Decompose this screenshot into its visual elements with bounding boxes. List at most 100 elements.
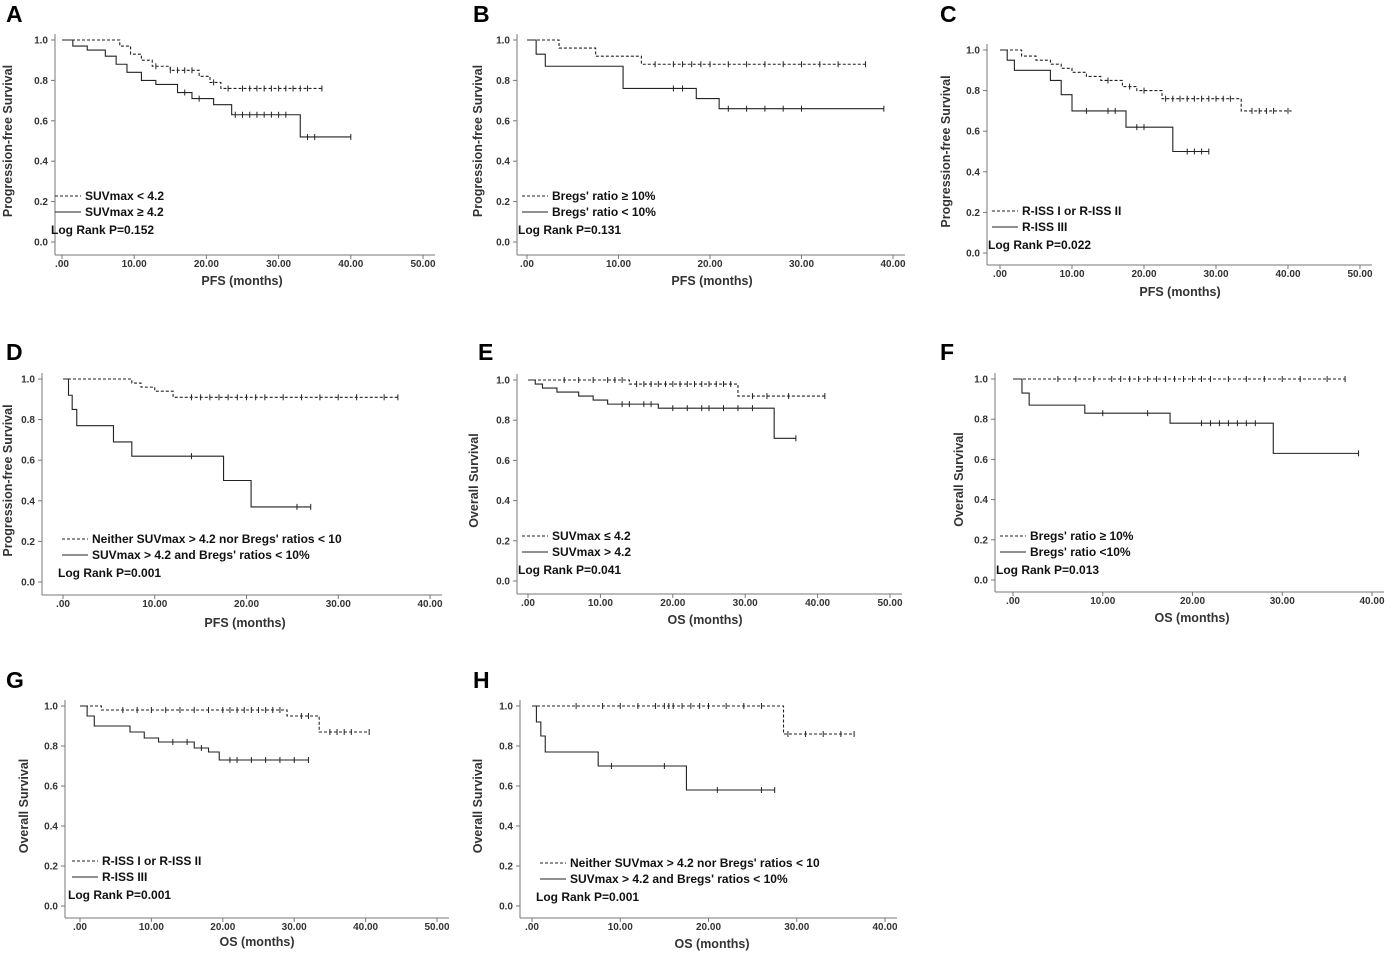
x-tick-label: 10.00 xyxy=(1059,269,1084,280)
panel-letter: E xyxy=(478,339,493,365)
y-tick-label: 0.4 xyxy=(496,496,510,507)
y-tick-label: 0.2 xyxy=(21,537,35,548)
x-axis-label: PFS (months) xyxy=(1139,285,1220,299)
y-tick-label: 0.6 xyxy=(21,456,35,467)
panel-B: B 0.0 0.2 0.4 0.6 0.8 1.0 .00 10.00 20.00 30.00 40.… xyxy=(471,1,906,288)
y-tick-label: 0.8 xyxy=(44,742,58,753)
legend-label: SUVmax > 4.2 and Bregs' ratios < 10% xyxy=(570,872,788,886)
y-tick-label: 1.0 xyxy=(44,702,58,713)
y-tick-label: 0.0 xyxy=(496,238,510,249)
panel-F: F 0.0 0.2 0.4 0.6 0.8 1.0 .00 10.00 20.00 30.00 40.… xyxy=(940,339,1385,625)
y-axis-label: Overall Survival xyxy=(952,432,966,527)
survival-curve-1 xyxy=(62,39,322,90)
x-tick-label: 10.00 xyxy=(588,598,613,609)
survival-curve-2 xyxy=(528,379,796,439)
panel-A: A 0.0 0.2 0.4 0.6 0.8 1.0 .00 10.00 20.00 30.00 40.… xyxy=(1,1,436,288)
panel-letter: C xyxy=(940,1,957,27)
y-tick-label: 0.0 xyxy=(974,576,988,587)
panel-letter: H xyxy=(473,667,490,693)
x-tick-label: 10.00 xyxy=(142,599,167,610)
survival-curve-1 xyxy=(63,378,398,398)
x-tick-label: 20.00 xyxy=(210,922,235,933)
y-axis-label: Progression-free Survival xyxy=(1,404,15,556)
survival-curve-2 xyxy=(532,705,775,791)
y-axis-label: Overall Survival xyxy=(17,759,31,854)
x-tick-label: 40.00 xyxy=(353,922,378,933)
legend-label: R-ISS III xyxy=(102,870,147,884)
legend-label: R-ISS I or R-ISS II xyxy=(1022,204,1121,218)
y-tick-label: 0.2 xyxy=(34,197,48,208)
y-tick-label: 0.6 xyxy=(44,782,58,793)
y-tick-label: 0.8 xyxy=(966,86,980,97)
x-tick-label: 20.00 xyxy=(1180,596,1205,607)
y-axis-label: Progression-free Survival xyxy=(471,65,485,217)
x-tick-label: 30.00 xyxy=(733,598,758,609)
y-tick-label: 1.0 xyxy=(21,375,35,386)
x-tick-label: 40.00 xyxy=(872,922,897,933)
y-tick-label: 0.8 xyxy=(34,76,48,87)
x-tick-label: 10.00 xyxy=(606,259,631,270)
survival-curve-1 xyxy=(80,705,370,733)
x-tick-label: 30.00 xyxy=(789,259,814,270)
y-tick-label: 0.6 xyxy=(496,456,510,467)
x-tick-label: 40.00 xyxy=(880,259,905,270)
x-tick-label: 10.00 xyxy=(122,259,147,270)
y-tick-label: 0.6 xyxy=(966,127,980,138)
y-tick-label: 0.4 xyxy=(21,496,35,507)
x-tick-label: 30.00 xyxy=(1270,596,1295,607)
legend-label: Bregs' ratio ≥ 10% xyxy=(552,189,656,203)
x-tick-label: .00 xyxy=(1006,596,1020,607)
x-tick-label: 50.00 xyxy=(410,259,435,270)
y-tick-label: 0.4 xyxy=(499,822,513,833)
x-tick-label: 20.00 xyxy=(194,259,219,270)
survival-curve-2 xyxy=(527,39,884,110)
survival-curve-1 xyxy=(528,379,825,397)
y-axis-label: Progression-free Survival xyxy=(1,65,15,217)
y-tick-label: 0.0 xyxy=(34,238,48,249)
legend-label: SUVmax < 4.2 xyxy=(85,189,164,203)
x-tick-label: 40.00 xyxy=(338,259,363,270)
y-tick-label: 0.4 xyxy=(974,495,988,506)
logrank-label: Log Rank P=0.041 xyxy=(518,563,621,577)
x-tick-label: 30.00 xyxy=(282,922,307,933)
survival-curve-1 xyxy=(527,39,866,65)
legend-label: SUVmax > 4.2 and Bregs' ratios < 10% xyxy=(92,548,310,562)
x-tick-label: 20.00 xyxy=(696,922,721,933)
y-tick-label: 0.2 xyxy=(496,197,510,208)
logrank-label: Log Rank P=0.131 xyxy=(518,223,621,237)
x-tick-label: .00 xyxy=(993,269,1007,280)
y-tick-label: 0.2 xyxy=(974,535,988,546)
survival-curve-1 xyxy=(1000,49,1292,112)
x-tick-label: 20.00 xyxy=(660,598,685,609)
logrank-label: Log Rank P=0.001 xyxy=(58,566,161,580)
x-axis-label: PFS (months) xyxy=(204,616,285,630)
survival-curve-2 xyxy=(80,705,309,761)
x-tick-label: 30.00 xyxy=(1203,269,1228,280)
x-tick-label: 50.00 xyxy=(424,922,449,933)
x-tick-label: 40.00 xyxy=(417,599,442,610)
y-tick-label: 0.4 xyxy=(496,157,510,168)
y-tick-label: 0.6 xyxy=(496,116,510,127)
y-tick-label: 0.8 xyxy=(496,416,510,427)
y-tick-label: 1.0 xyxy=(34,36,48,47)
x-axis-label: OS (months) xyxy=(675,937,750,951)
x-tick-label: 20.00 xyxy=(697,259,722,270)
logrank-label: Log Rank P=0.152 xyxy=(51,223,154,237)
legend-label: Neither SUVmax > 4.2 nor Bregs' ratios <… xyxy=(570,856,820,870)
x-tick-label: .00 xyxy=(56,599,70,610)
y-tick-label: 0.0 xyxy=(44,902,58,913)
y-tick-label: 1.0 xyxy=(974,375,988,386)
y-tick-label: 0.6 xyxy=(34,116,48,127)
panel-C: C 0.0 0.2 0.4 0.6 0.8 1.0 .00 10.00 20.00 30.00 40.… xyxy=(939,1,1373,299)
y-tick-label: 1.0 xyxy=(496,36,510,47)
x-tick-label: 20.00 xyxy=(1131,269,1156,280)
legend-label: SUVmax > 4.2 xyxy=(552,545,631,559)
survival-curve-2 xyxy=(62,39,351,138)
x-tick-label: 20.00 xyxy=(234,599,259,610)
x-tick-label: .00 xyxy=(521,598,535,609)
legend-label: SUVmax ≤ 4.2 xyxy=(552,529,631,543)
logrank-label: Log Rank P=0.001 xyxy=(536,890,639,904)
panel-letter: G xyxy=(6,667,24,693)
y-tick-label: 0.2 xyxy=(499,862,513,873)
y-tick-label: 0.0 xyxy=(496,577,510,588)
